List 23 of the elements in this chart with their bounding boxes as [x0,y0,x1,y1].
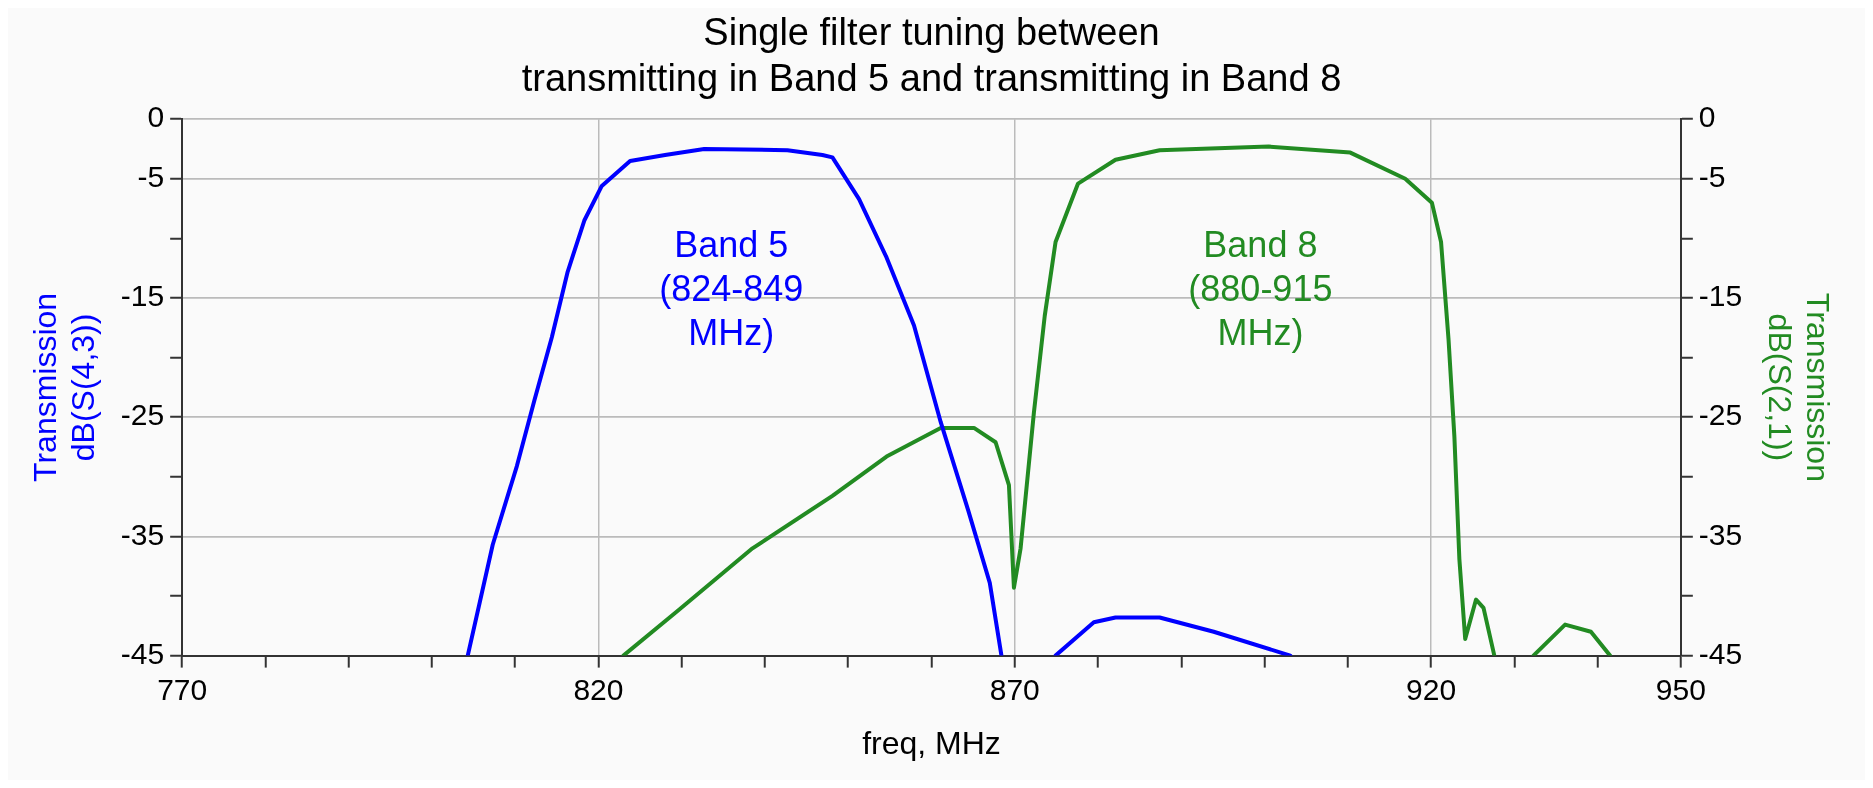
annotation: Band 5 (824-849 MHz) [659,223,804,353]
y2-tick-label: -5 [1698,160,1726,194]
x-tick-label: 770 [157,672,208,706]
y-tick-label: -45 [120,636,165,670]
chart-title: Single filter tuning between transmitting in Band 5 and transmitting in Band 8 [521,11,1342,99]
y-tick-label: -15 [120,279,165,313]
y2-tick-label: -25 [1698,398,1743,432]
y-tick-label: -35 [120,517,165,551]
x-axis-title: freq, MHz [862,724,1001,761]
x-tick-label: 870 [989,672,1040,706]
y2-tick-label: -35 [1698,517,1743,551]
y-tick-label: -5 [137,160,165,194]
x-tick-label: 820 [573,672,624,706]
annotation: Band 8 (880-915 MHz) [1188,223,1333,353]
y-tick-label: -25 [120,398,165,432]
y2-tick-label: -15 [1698,279,1743,313]
y-axis-title: Transmission dB(S(4,3)) [27,292,102,482]
x-tick-label: 950 [1655,672,1706,706]
x-tick-label: 920 [1406,672,1457,706]
y2-axis-title: Transmission dB(S(2,1)) [1761,292,1836,482]
y-tick-label: 0 [147,100,165,134]
y2-tick-label: 0 [1698,100,1716,134]
y2-tick-label: -45 [1698,636,1743,670]
